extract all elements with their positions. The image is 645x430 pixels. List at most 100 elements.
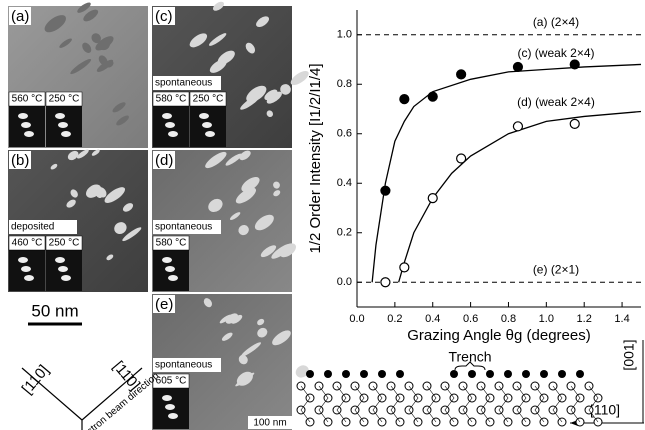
- x-axis-label: Grazing Angle θg (degrees): [407, 327, 590, 344]
- rheed-spot: [165, 122, 175, 128]
- bond: [571, 386, 580, 422]
- rheed-spot: [55, 113, 65, 119]
- atom: [342, 370, 350, 378]
- panel-label: (d): [155, 152, 173, 169]
- rheed-spot: [165, 404, 175, 410]
- stm-panels: (a) 560 °C 250 °C (c) spontaneous 580 °C 250 °…: [8, 0, 311, 430]
- rheed-spot: [58, 266, 68, 272]
- rheed-spot: [162, 395, 172, 401]
- point: [381, 278, 390, 287]
- atom: [450, 370, 458, 378]
- atom: [468, 370, 476, 378]
- inset-temp: 460 °C: [12, 238, 43, 249]
- direction-label: [110]: [19, 362, 53, 398]
- figure: (a) 560 °C 250 °C (c) spontaneous 580 °C 250 °…: [0, 0, 645, 430]
- x-tick-label: 1.2: [577, 313, 592, 325]
- rheed-spot: [24, 131, 34, 137]
- atom: [504, 370, 512, 378]
- panel-note: deposited: [11, 222, 54, 233]
- point: [400, 263, 409, 272]
- rheed-spot: [162, 257, 172, 263]
- scale-bar: 50 nm: [28, 301, 82, 324]
- x-tick-label: 1.4: [614, 313, 629, 325]
- rheed-spot: [21, 266, 31, 272]
- rheed-spot: [202, 122, 212, 128]
- point: [428, 92, 437, 101]
- panel-label: (c): [155, 8, 173, 25]
- axis-label: [110]: [590, 402, 620, 418]
- bond: [445, 386, 454, 422]
- panel-note: spontaneous: [155, 222, 212, 233]
- scale-label: 50 nm: [31, 301, 78, 320]
- axis-label: [001]: [621, 339, 637, 370]
- y-tick-label: 0.0: [337, 276, 352, 288]
- inset-temp: 580 °C: [156, 238, 187, 249]
- point: [457, 70, 466, 79]
- bond: [337, 386, 346, 422]
- rheed-spot: [61, 275, 71, 281]
- panel-note: spontaneous: [155, 78, 212, 89]
- series-label: (c) (weak 2×4): [517, 46, 594, 60]
- bond: [463, 386, 472, 422]
- inset-temp: 605 °C: [156, 376, 187, 387]
- atom: [486, 370, 494, 378]
- rheed-spot: [18, 257, 28, 263]
- atom: [576, 370, 584, 378]
- rheed-spot: [205, 131, 215, 137]
- inset-temp: 560 °C: [12, 94, 43, 105]
- point: [570, 60, 579, 69]
- panel-label: (e): [155, 296, 173, 313]
- atom-diagram: Trench [110] [001]: [297, 339, 644, 426]
- atom: [378, 370, 386, 378]
- fit-curve: [372, 64, 641, 282]
- bond: [355, 386, 364, 422]
- bond: [391, 386, 400, 422]
- series-label: (d) (weak 2×4): [517, 95, 595, 109]
- rheed-spot: [18, 113, 28, 119]
- point: [428, 194, 437, 203]
- bond: [553, 386, 562, 422]
- inset-temp: 250 °C: [193, 94, 224, 105]
- y-tick-label: 0.8: [337, 78, 352, 90]
- bond: [481, 386, 490, 422]
- y-tick-label: 0.6: [337, 128, 352, 140]
- point: [400, 95, 409, 104]
- atom: [558, 370, 566, 378]
- rheed-spot: [168, 275, 178, 281]
- x-tick-label: 0.0: [349, 313, 364, 325]
- rheed-spot: [168, 413, 178, 419]
- point: [457, 154, 466, 163]
- bond: [499, 386, 508, 422]
- panel-label: (a): [11, 8, 29, 25]
- atom: [522, 370, 530, 378]
- point: [513, 62, 522, 71]
- bond: [373, 386, 382, 422]
- x-tick-label: 1.0: [539, 313, 554, 325]
- bond: [409, 386, 418, 422]
- page: (a) 560 °C 250 °C (c) spontaneous 580 °C 250 °…: [0, 0, 645, 430]
- bond: [427, 386, 436, 422]
- reference-label: (a) (2×4): [533, 15, 579, 29]
- inset-temp: 250 °C: [49, 238, 80, 249]
- rheed-spot: [199, 113, 209, 119]
- beam-label: electron beam direction: [75, 370, 162, 430]
- point: [570, 119, 579, 128]
- point: [513, 122, 522, 131]
- rheed-spot: [58, 122, 68, 128]
- rheed-spot: [24, 275, 34, 281]
- atom: [360, 370, 368, 378]
- x-tick-label: 0.8: [501, 313, 516, 325]
- atom: [396, 370, 404, 378]
- bond: [301, 386, 310, 422]
- point: [381, 186, 390, 195]
- scale-label: 100 nm: [253, 418, 286, 429]
- bond: [319, 386, 328, 422]
- bond: [517, 386, 526, 422]
- inset-temp: 580 °C: [156, 94, 187, 105]
- plot: 0.00.20.40.60.81.01.21.40.00.20.40.60.81…: [307, 10, 641, 344]
- atom: [324, 370, 332, 378]
- rheed-spot: [55, 257, 65, 263]
- rheed-spot: [162, 113, 172, 119]
- reference-label: (e) (2×1): [533, 262, 579, 276]
- rheed-spot: [168, 131, 178, 137]
